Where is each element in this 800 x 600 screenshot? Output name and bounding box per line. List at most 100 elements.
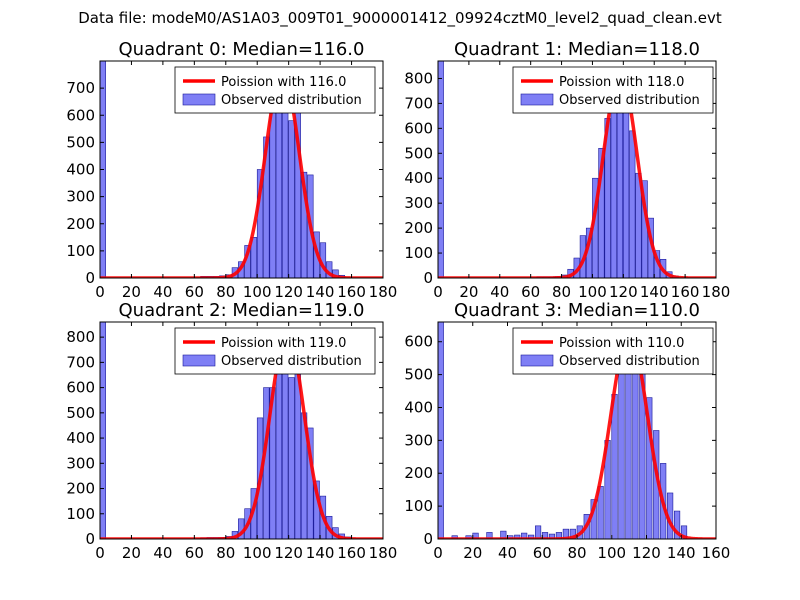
y-tick-label: 200: [66, 480, 95, 498]
legend-hist-swatch: [520, 93, 554, 106]
histogram-bars: [438, 322, 688, 539]
histogram-bar: [288, 120, 295, 278]
y-tick-label: 200: [404, 464, 433, 482]
y-tick-label: 0: [85, 530, 95, 548]
histogram-bar: [438, 61, 444, 278]
x-tick-label: 20: [122, 544, 141, 562]
y-tick-label: 100: [404, 244, 433, 262]
x-tick-label: 100: [597, 544, 626, 562]
axes-frame: [99, 321, 384, 540]
histogram-bars: [438, 61, 679, 278]
y-tick-label: 700: [66, 79, 95, 97]
histogram-bar: [616, 93, 624, 278]
x-tick-label: 0: [95, 283, 105, 301]
legend-hist-label: Observed distribution: [559, 354, 700, 369]
y-tick-label: 100: [66, 242, 95, 260]
x-tick-label: 180: [369, 283, 398, 301]
y-tick-label: 800: [404, 69, 433, 87]
x-tick-label: 40: [490, 283, 509, 301]
figure-suptitle: Data file: modeM0/AS1A03_009T01_90000014…: [78, 9, 722, 28]
y-tick-label: 600: [66, 106, 95, 124]
legend: Poission with 118.0 Observed distribution: [512, 66, 714, 114]
x-tick-label: 40: [498, 544, 517, 562]
y-tick-label: 200: [404, 219, 433, 237]
quadrant-0-panel: Quadrant 0: Median=116.00 20 40 60 80 100 120 1…: [66, 39, 397, 301]
legend: Poission with 110.0 Observed distribution: [512, 327, 714, 375]
x-tick-label: 160: [337, 283, 366, 301]
histogram-bar: [269, 109, 276, 278]
legend-hist-label: Observed distribution: [221, 93, 362, 108]
x-tick-label: 0: [433, 283, 443, 301]
x-tick-label: 120: [632, 544, 661, 562]
y-tick-label: 200: [66, 215, 95, 233]
x-tick-label: 0: [95, 544, 105, 562]
y-tick-label: 100: [66, 505, 95, 523]
x-tick-label: 100: [578, 283, 607, 301]
y-tick-label: 300: [66, 454, 95, 472]
histogram-bar: [275, 354, 283, 539]
histogram-bar: [680, 525, 688, 539]
y-tick-label: 100: [404, 497, 433, 515]
poisson-fit-line: [438, 71, 716, 278]
y-tick-label: 600: [66, 379, 95, 397]
y-tick-label: 700: [66, 353, 95, 371]
x-tick-label: 160: [702, 544, 731, 562]
y-tick-label: 300: [404, 194, 433, 212]
x-tick-label: 100: [243, 283, 272, 301]
histogram-bar: [250, 237, 257, 278]
x-tick-label: 120: [609, 283, 638, 301]
x-tick-label: 120: [274, 544, 303, 562]
legend: Poission with 116.0 Observed distribution: [174, 66, 376, 114]
y-tick-label: 500: [66, 404, 95, 422]
histogram-bar: [288, 377, 295, 539]
x-tick-label: 140: [667, 544, 696, 562]
x-tick-label: 140: [640, 283, 669, 301]
legend-box: [174, 66, 376, 114]
legend: Poission with 119.0 Observed distribution: [174, 327, 376, 375]
x-tick-label: 20: [122, 283, 141, 301]
legend-hist-swatch: [182, 93, 216, 106]
x-tick-label: 20: [463, 544, 482, 562]
histogram-bar: [646, 397, 653, 539]
x-tick-label: 180: [369, 544, 398, 562]
histogram-bar: [528, 534, 535, 539]
y-tick-label: 0: [423, 269, 433, 287]
y-tick-label: 500: [66, 133, 95, 151]
x-tick-label: 160: [671, 283, 700, 301]
poisson-fit-line: [100, 70, 383, 278]
quadrant-2-panel: Quadrant 2: Median=119.00 20 40 60 80 100 120 1…: [66, 300, 397, 562]
legend-box: [174, 327, 376, 375]
x-tick-label: 80: [216, 544, 235, 562]
x-tick-label: 160: [337, 544, 366, 562]
legend-fit-label: Poission with 110.0: [559, 336, 684, 351]
legend-hist-swatch: [182, 354, 216, 367]
histogram-bar: [514, 534, 521, 539]
histogram-bar: [629, 130, 636, 278]
x-tick-label: 140: [306, 283, 335, 301]
legend-fit-label: Poission with 119.0: [221, 336, 346, 351]
quadrant-1-title: Quadrant 1: Median=118.0: [454, 39, 700, 60]
poisson-fit-line: [100, 331, 383, 539]
y-tick-label: 600: [404, 119, 433, 137]
y-tick-label: 800: [66, 328, 95, 346]
x-tick-label: 60: [185, 544, 204, 562]
y-tick-label: 400: [66, 429, 95, 447]
y-tick-label: 500: [404, 144, 433, 162]
x-tick-label: 180: [702, 283, 731, 301]
x-tick-label: 0: [433, 544, 443, 562]
x-tick-label: 80: [216, 283, 235, 301]
quadrant-0-title: Quadrant 0: Median=116.0: [119, 39, 365, 60]
legend-hist-label: Observed distribution: [221, 354, 362, 369]
y-tick-label: 400: [404, 169, 433, 187]
quadrant-2-title: Quadrant 2: Median=119.0: [119, 300, 365, 321]
legend-fit-label: Poission with 118.0: [559, 75, 684, 90]
histogram-bar: [611, 394, 618, 539]
histogram-bar: [534, 525, 542, 539]
y-tick-label: 700: [404, 94, 433, 112]
y-tick-label: 600: [404, 333, 433, 351]
x-tick-label: 20: [459, 283, 478, 301]
histogram-bar: [100, 322, 106, 539]
legend-hist-swatch: [520, 354, 554, 367]
legend-box: [512, 66, 714, 114]
